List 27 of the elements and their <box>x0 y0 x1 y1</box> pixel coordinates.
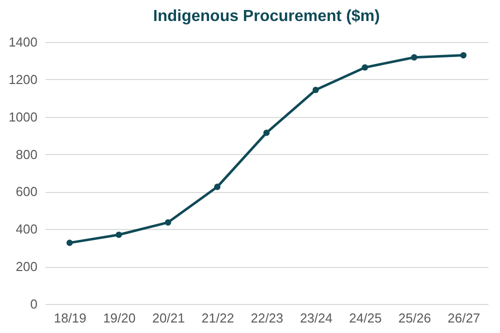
point <box>460 52 467 58</box>
y-tick-label: 0 <box>30 296 38 312</box>
point <box>362 64 368 71</box>
chart-title: Indigenous Procurement ($m) <box>153 8 380 25</box>
point <box>164 219 172 226</box>
x-tick-label: 24/25 <box>349 310 382 326</box>
x-tick-label: 20/21 <box>152 310 185 326</box>
point <box>411 54 418 60</box>
y-tick-label: 1000 <box>8 109 38 124</box>
y-tick-label: 600 <box>16 184 38 200</box>
y-tick-label: 400 <box>16 222 38 237</box>
x-tick-label: 22/23 <box>250 310 284 326</box>
y-tick-label: 1400 <box>8 34 38 50</box>
point <box>66 240 73 246</box>
x-tick-label: 18/19 <box>54 310 86 326</box>
point <box>116 232 122 238</box>
x-tick-label: 25/26 <box>398 310 431 326</box>
point <box>263 130 270 136</box>
y-tick-label: 200 <box>16 259 38 274</box>
point <box>312 86 319 94</box>
y-tick-label: 800 <box>16 146 38 162</box>
x-tick-label: 23/24 <box>300 310 332 326</box>
x-tick-label: 21/22 <box>202 310 234 326</box>
y-tick-label: 1200 <box>8 72 38 87</box>
x-tick-label: 26/27 <box>448 310 480 326</box>
x-tick-label: 19/20 <box>103 310 136 326</box>
point <box>214 184 220 190</box>
